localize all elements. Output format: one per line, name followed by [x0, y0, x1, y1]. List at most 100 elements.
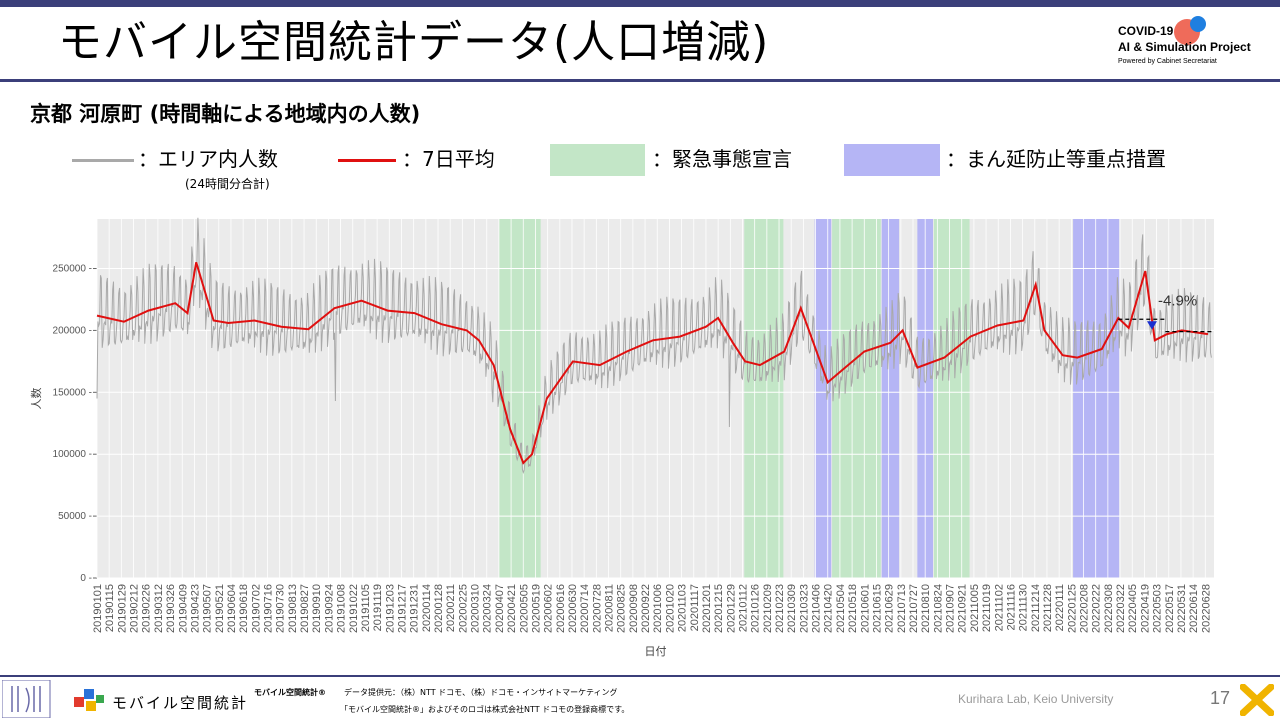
footer-trademark: 「モバイル空間統計®」およびそのロゴは株式会社NTT ドコモの登録商標です。: [340, 705, 630, 714]
population-chart: 0 - 50000 - 100000 - 150000 - 200000 - 250000…: [30, 217, 1214, 658]
x-tick-label: 20200211: [445, 584, 457, 632]
x-tick-label: 20210601: [859, 584, 871, 633]
x-tick-label: 20210112: [737, 584, 749, 632]
x-tick-label: 20200324: [482, 584, 494, 633]
x-tick-label: 20190702: [250, 584, 262, 633]
decrease-arrow-icon: [1147, 321, 1157, 330]
x-tick-label: 20200225: [457, 584, 469, 633]
x-tick-label: 20200616: [555, 584, 567, 633]
x-tick-label: 20201201: [701, 584, 713, 633]
plot-background: [97, 219, 1214, 578]
logo-line1: COVID-19: [1118, 24, 1174, 38]
x-tick-label: 20220628: [1200, 584, 1212, 633]
footer-source: データ提供元：（株）NTT ドコモ、（株）ドコモ・インサイトマーケティング: [344, 688, 618, 697]
footer-brand: モバイル空間統計: [112, 694, 249, 712]
seven-day-average-line: [96, 262, 1209, 465]
x-tick-label: 20210629: [884, 584, 896, 633]
emergency-period-band: [744, 219, 784, 578]
x-tick-label: 20191008: [336, 584, 348, 633]
x-tick-label: 20201229: [725, 584, 737, 633]
x-tick-label: 20220531: [1176, 584, 1188, 633]
x-tick-label: 20210921: [957, 584, 969, 633]
x-tick-label: 20210504: [835, 584, 847, 633]
legend-emergency-swatch: [550, 144, 645, 176]
x-tick-label: 20191105: [360, 584, 372, 632]
x-tick-label: 20220308: [1103, 584, 1115, 633]
legend-emergency-label: ：緊急事態宣言: [652, 147, 792, 171]
x-tick-label: 20190326: [165, 584, 177, 633]
x-tick-label: 20200114: [421, 584, 433, 632]
x-tick-label: 20190423: [189, 584, 201, 633]
manbo-period-band: [814, 219, 832, 578]
legend-area-swatch: [72, 159, 134, 162]
x-tick-label: 20210323: [798, 584, 810, 633]
x-tick-label: 20210223: [774, 584, 786, 633]
page-number: 17: [1210, 688, 1231, 708]
x-tick-label: 20210420: [823, 584, 835, 633]
x-tick-label: 20210615: [871, 584, 883, 633]
x-tick-label: 20201103: [677, 584, 689, 632]
x-tick-label: 20190618: [238, 584, 250, 633]
x-tick-label: 20210713: [896, 584, 908, 633]
footer-rule: [0, 675, 1280, 677]
x-tick-label: 20200421: [506, 584, 518, 633]
x-tick-label: 20200728: [591, 584, 603, 633]
x-tick-label: 20210810: [920, 584, 932, 633]
x-tick-label: 20220322: [1115, 584, 1127, 633]
legend-area-label: ：エリア内人数: [138, 147, 278, 171]
x-tick-label: 20200407: [494, 584, 506, 633]
x-tick-label: 20190115: [104, 584, 116, 632]
x-tick-label: 20220125: [1066, 584, 1078, 633]
x-tick-label: 20211019: [981, 584, 993, 632]
x-tick-label: 20190604: [226, 584, 238, 633]
x-tick-label: 20190409: [177, 584, 189, 633]
mobile-stats-logo-icon: [74, 689, 104, 711]
x-tick-label: 20220419: [1139, 584, 1151, 633]
y-tick-label: 0 -: [80, 573, 92, 584]
lab-logo-icon: [2, 680, 51, 718]
x-tick-label: 20200505: [518, 584, 530, 633]
legend-avg-swatch: [338, 159, 396, 162]
x-tick-label: 20201020: [664, 584, 676, 633]
x-tick-label: 20220503: [1152, 584, 1164, 633]
x-tick-label: 20190312: [153, 584, 165, 633]
project-logo: COVID-19 AI & Simulation Project Powered…: [1118, 16, 1274, 72]
logo-blue-dot: [1190, 16, 1206, 32]
manbo-period-band: [881, 219, 900, 578]
x-tick-label: 20211116: [1005, 584, 1017, 631]
x-tick-label: 20191022: [348, 584, 360, 633]
x-tick-label: 20211228: [1042, 584, 1054, 632]
x-tick-label: 20191231: [409, 584, 421, 633]
daily-count-line: [96, 217, 1212, 474]
x-tick-label: 20220222: [1091, 584, 1103, 633]
x-tick-label: 20220405: [1127, 584, 1139, 633]
annotation-label: -4.9%: [1158, 292, 1197, 309]
x-tick-label: 20191217: [396, 584, 408, 633]
x-tick-label: 20200922: [640, 584, 652, 633]
x-tick-label: 20200825: [616, 584, 628, 633]
x-tick-label: 20201006: [652, 584, 664, 633]
title-rule: [0, 79, 1280, 82]
top-accent-bar: [0, 0, 1280, 7]
x-tick-label: 20190507: [202, 584, 214, 633]
x-tick-label: 20211214: [1030, 584, 1042, 632]
x-tick-label: 20190101: [92, 584, 104, 633]
x-tick-label: 20200128: [433, 584, 445, 633]
x-tick-label: 20210126: [750, 584, 762, 633]
x-tick-label: 20201215: [713, 584, 725, 633]
x-tick-label: 20220111: [1054, 584, 1066, 631]
x-tick-label: 20210824: [932, 584, 944, 633]
logo-line3: Powered by Cabinet Secretariat: [1118, 58, 1217, 65]
y-tick-label: 50000 -: [58, 511, 92, 522]
x-tick-label: 20210907: [945, 584, 957, 633]
x-tick-label: 20200519: [530, 584, 542, 633]
y-axis-label: 人数: [30, 388, 43, 410]
x-tick-label: 20190827: [299, 584, 311, 633]
emergency-period-band: [498, 219, 541, 578]
legend-avg-label: ：7日平均: [402, 147, 495, 171]
legend-manbo-swatch: [844, 144, 940, 176]
x-tick-label: 20190129: [116, 584, 128, 633]
manbo-period-band: [1073, 219, 1120, 578]
x-tick-label: 20190521: [214, 584, 226, 633]
x-tick-label: 20201117: [689, 584, 701, 631]
